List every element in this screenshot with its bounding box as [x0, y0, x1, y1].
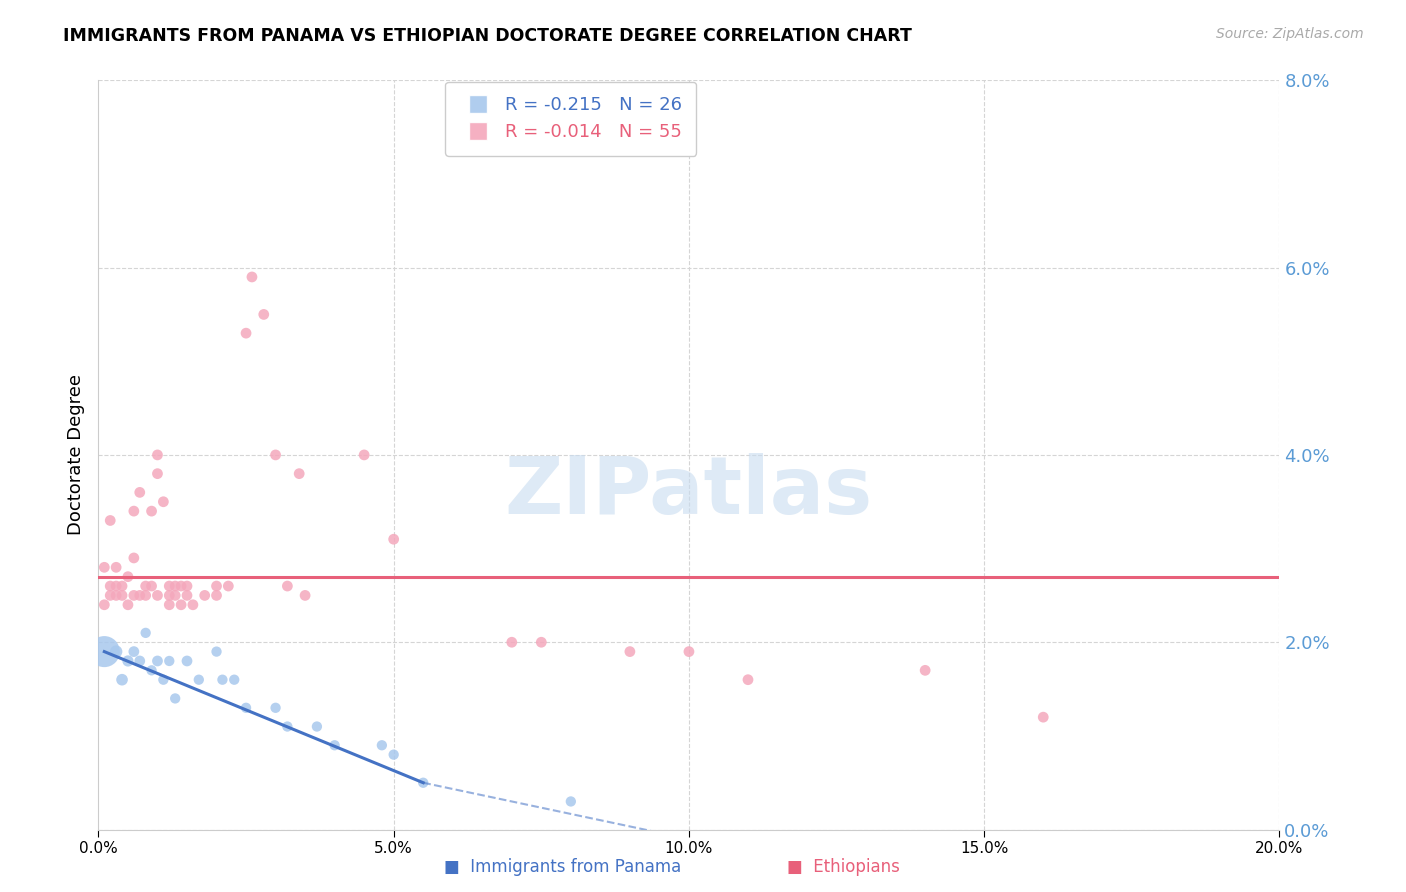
Point: [187, 673, 209, 687]
Point: [152, 673, 174, 687]
Point: [353, 448, 375, 462]
Point: [165, 589, 187, 603]
Text: ■  Ethiopians: ■ Ethiopians: [787, 858, 900, 876]
Point: [105, 579, 128, 593]
Point: [111, 673, 134, 687]
Point: [276, 579, 298, 593]
Point: [93, 644, 115, 658]
Point: [98, 579, 121, 593]
Point: [412, 776, 434, 790]
Point: [619, 644, 641, 658]
Point: [157, 589, 180, 603]
Text: ZIPatlas: ZIPatlas: [505, 453, 873, 532]
Point: [205, 589, 228, 603]
Point: [141, 504, 163, 518]
Point: [501, 635, 523, 649]
Point: [146, 589, 169, 603]
Point: [1032, 710, 1054, 724]
Point: [105, 589, 128, 603]
Point: [117, 570, 139, 584]
Point: [146, 654, 169, 668]
Point: [122, 589, 145, 603]
Point: [323, 739, 346, 753]
Point: [276, 719, 298, 733]
Point: [170, 598, 193, 612]
Point: [165, 691, 187, 706]
Point: [194, 589, 217, 603]
Point: [205, 579, 228, 593]
Point: [371, 739, 394, 753]
Point: [122, 550, 145, 566]
Point: [165, 579, 187, 593]
Point: [141, 579, 163, 593]
Point: [98, 513, 121, 527]
Point: [914, 664, 936, 678]
Point: [170, 579, 193, 593]
Point: [382, 747, 405, 762]
Point: [122, 644, 145, 658]
Point: [211, 673, 233, 687]
Point: [737, 673, 759, 687]
Point: [678, 644, 700, 658]
Point: [141, 664, 163, 678]
Point: [288, 467, 311, 481]
Point: [146, 448, 169, 462]
Point: [128, 589, 150, 603]
Point: [253, 307, 276, 321]
Point: [264, 701, 287, 715]
Text: ■  Immigrants from Panama: ■ Immigrants from Panama: [444, 858, 681, 876]
Point: [157, 654, 180, 668]
Text: IMMIGRANTS FROM PANAMA VS ETHIOPIAN DOCTORATE DEGREE CORRELATION CHART: IMMIGRANTS FROM PANAMA VS ETHIOPIAN DOCT…: [63, 27, 912, 45]
Point: [128, 654, 150, 668]
Point: [146, 467, 169, 481]
Point: [176, 589, 198, 603]
Point: [135, 626, 157, 640]
Point: [128, 485, 150, 500]
Point: [152, 494, 174, 508]
Point: [305, 719, 328, 733]
Point: [240, 269, 263, 284]
Legend: R = -0.215   N = 26, R = -0.014   N = 55: R = -0.215 N = 26, R = -0.014 N = 55: [446, 82, 696, 156]
Point: [217, 579, 239, 593]
Point: [294, 589, 316, 603]
Point: [205, 644, 228, 658]
Point: [382, 532, 405, 546]
Point: [122, 504, 145, 518]
Point: [93, 598, 115, 612]
Point: [181, 598, 204, 612]
Point: [235, 326, 257, 340]
Point: [93, 560, 115, 574]
Point: [224, 673, 246, 687]
Y-axis label: Doctorate Degree: Doctorate Degree: [66, 375, 84, 535]
Point: [105, 644, 128, 658]
Point: [235, 701, 257, 715]
Point: [157, 598, 180, 612]
Point: [111, 589, 134, 603]
Point: [105, 560, 128, 574]
Point: [264, 448, 287, 462]
Point: [135, 579, 157, 593]
Point: [135, 589, 157, 603]
Point: [530, 635, 553, 649]
Text: Source: ZipAtlas.com: Source: ZipAtlas.com: [1216, 27, 1364, 41]
Point: [117, 598, 139, 612]
Point: [157, 579, 180, 593]
Point: [111, 579, 134, 593]
Point: [176, 654, 198, 668]
Point: [98, 589, 121, 603]
Point: [560, 795, 582, 809]
Point: [176, 579, 198, 593]
Point: [117, 654, 139, 668]
